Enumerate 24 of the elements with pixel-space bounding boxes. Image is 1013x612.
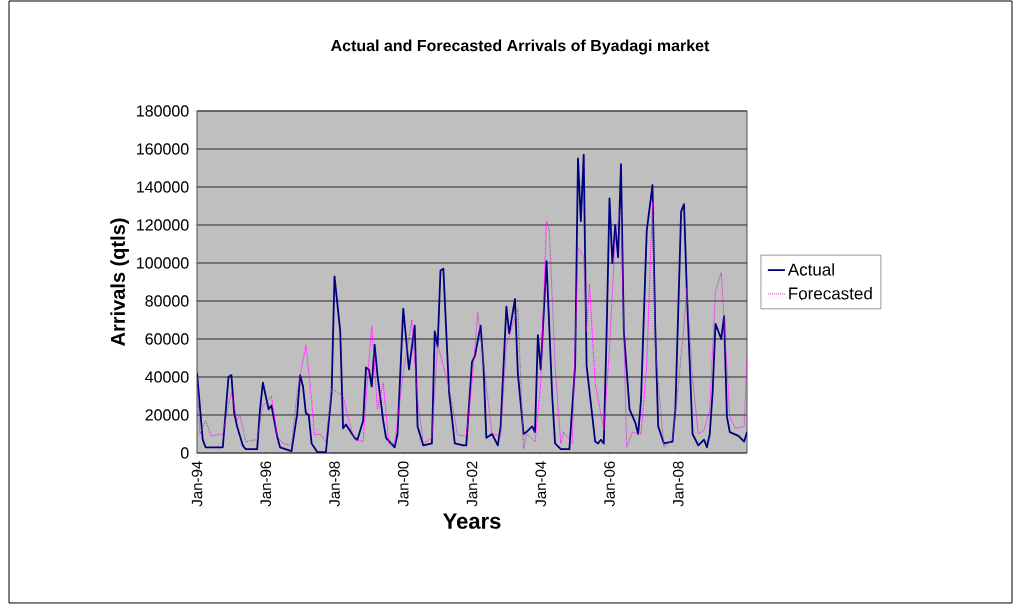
y-tick-label: 40000	[145, 371, 189, 383]
x-tick-label: Jan-96	[260, 461, 272, 507]
x-tick-label: Jan-08	[672, 461, 684, 507]
y-tick-label: 120000	[137, 219, 189, 231]
x-tick-label: Jan-94	[191, 461, 203, 507]
y-tick-label: 160000	[137, 143, 189, 155]
x-tick-label: Jan-04	[535, 461, 547, 507]
legend-label: Forecasted	[789, 286, 872, 300]
legend-label: Actual	[787, 263, 834, 276]
x-tick-label: Jan-06	[604, 461, 615, 507]
y-tick-label: 180000	[137, 105, 189, 117]
y-tick-label: 0	[180, 447, 189, 459]
chart-title: Actual and Forecasted Arrivals of Byadagi market	[331, 39, 710, 55]
y-tick-label: 20000	[145, 409, 189, 421]
x-tick-label: Jan-00	[397, 461, 409, 507]
x-tick-label: Jan-02	[466, 461, 478, 507]
y-axis-title: Arrivals (qtls)	[110, 218, 129, 346]
y-tick-label: 140000	[137, 181, 189, 193]
x-tick-label: Jan-98	[329, 461, 340, 507]
line-series	[197, 201, 747, 450]
y-tick-label: 60000	[145, 333, 189, 345]
y-tick-label: 80000	[145, 295, 189, 307]
y-tick-label: 100000	[137, 257, 189, 269]
x-axis-title: Years	[443, 513, 501, 529]
